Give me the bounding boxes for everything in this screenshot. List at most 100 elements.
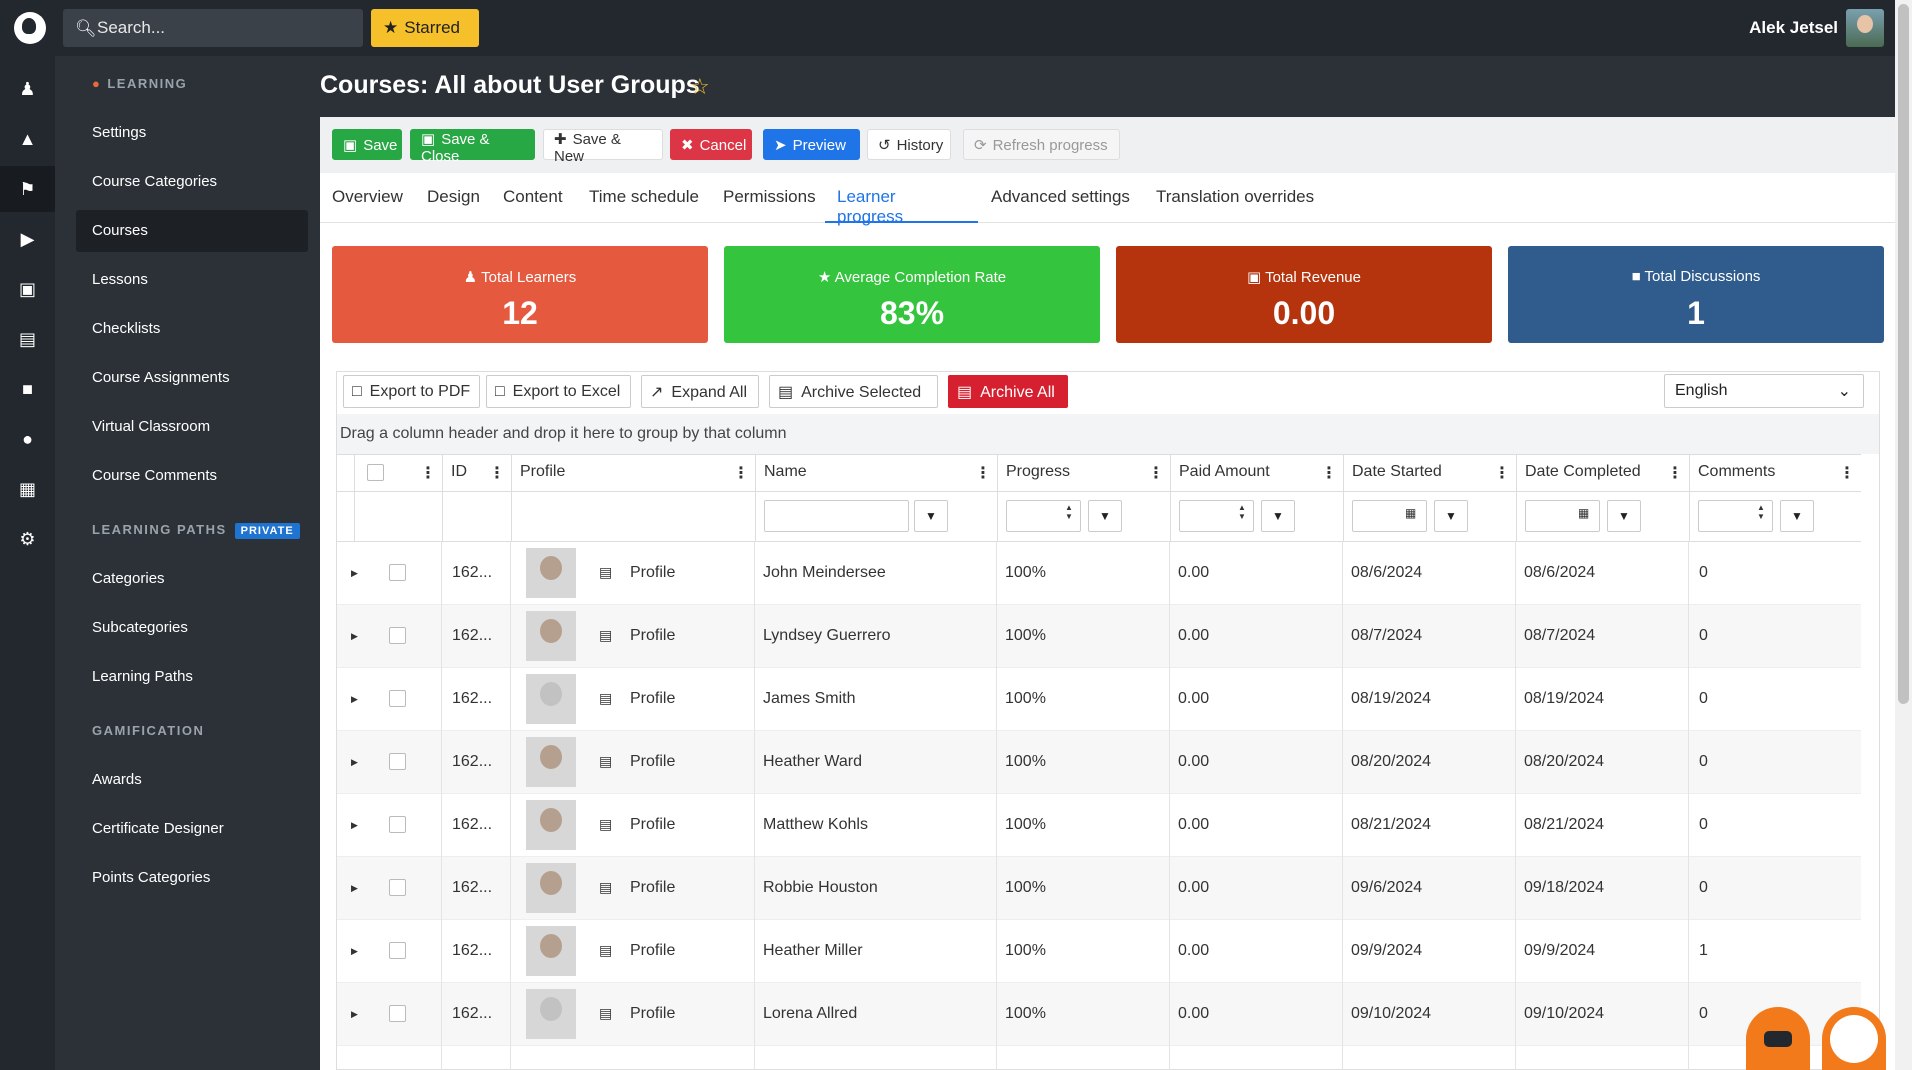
save-close-button[interactable]: ▣ Save & Close	[410, 129, 535, 165]
sidebar-item-categories[interactable]: Categories	[92, 570, 165, 587]
row-checkbox[interactable]	[389, 690, 406, 707]
megaphone-icon[interactable]: ▶	[20, 229, 35, 249]
table-row[interactable]: ▶ 162... ▤ Profile Matthew Kohls 100% 0.00 08/2…	[337, 794, 1861, 857]
column-header-id[interactable]: ID ⋮	[442, 454, 511, 492]
language-select[interactable]: English ⌄	[1664, 374, 1864, 408]
export-pdf-button[interactable]: □ Export to PDF	[343, 375, 480, 408]
select-all-checkbox[interactable]	[367, 464, 384, 481]
sidebar-item-courses[interactable]: Courses	[76, 210, 308, 252]
profile-link[interactable]: Profile	[630, 816, 676, 833]
row-checkbox[interactable]	[389, 942, 406, 959]
filter-icon[interactable]: ▼	[1780, 500, 1814, 532]
name-filter-input[interactable]	[764, 500, 909, 532]
filter-icon[interactable]: ▼	[1261, 500, 1295, 532]
cube-icon[interactable]: ▲	[18, 129, 37, 149]
row-checkbox[interactable]	[389, 627, 406, 644]
sidebar-item-learning-paths[interactable]: Learning Paths	[92, 668, 193, 685]
calendar-icon[interactable]: ▦	[1405, 506, 1417, 520]
table-row[interactable]: ▶ 162... ▤ Profile Lyndsey Guerrero 100% 0.00 0…	[337, 605, 1861, 668]
filter-icon[interactable]: ▼	[1088, 500, 1122, 532]
favorite-star-icon[interactable]: ☆	[690, 74, 710, 99]
kebab-icon[interactable]: ⋮	[1667, 465, 1683, 482]
profile-link[interactable]: Profile	[630, 564, 676, 581]
kebab-icon[interactable]: ⋮	[1148, 465, 1164, 482]
search-input[interactable]	[97, 9, 357, 47]
kebab-icon[interactable]: ⋮	[420, 465, 436, 482]
calendar-icon[interactable]: ▦	[18, 479, 36, 499]
table-row[interactable]: ▶ 162... ▤ Profile Robbie Houston 100% 0.00 09/…	[337, 857, 1861, 920]
refresh-progress-button[interactable]: ⟳ Refresh progress	[963, 129, 1120, 160]
spinner-icon[interactable]: ▲ ▼	[1065, 503, 1073, 521]
row-checkbox[interactable]	[389, 564, 406, 581]
sidebar-item-certificate-designer[interactable]: Certificate Designer	[92, 820, 224, 837]
palette-icon[interactable]: ●	[22, 429, 33, 449]
table-row[interactable]: ▶ 162... ▤ Profile James Smith 100% 0.00 08/19/…	[337, 668, 1861, 731]
filter-icon[interactable]: ▼	[1607, 500, 1641, 532]
preview-button[interactable]: ➤ Preview	[763, 129, 860, 160]
filter-icon[interactable]: ▼	[1434, 500, 1468, 532]
column-header-date-completed[interactable]: Date Completed ⋮	[1516, 454, 1689, 492]
history-button[interactable]: ↺ History	[867, 129, 951, 160]
comment-icon[interactable]: ■	[22, 379, 33, 399]
spinner-icon[interactable]: ▲ ▼	[1757, 503, 1765, 521]
profile-link[interactable]: Profile	[630, 627, 676, 644]
expand-row-caret-icon[interactable]: ▶	[351, 1009, 358, 1019]
graduation-cap-icon[interactable]: ⚑	[0, 166, 55, 212]
paid-filter-input[interactable]: ▲ ▼	[1179, 500, 1254, 532]
tab-learner-progress[interactable]: Learner progress	[825, 183, 978, 226]
kebab-icon[interactable]: ⋮	[489, 465, 505, 482]
progress-filter-input[interactable]: ▲ ▼	[1006, 500, 1081, 532]
expand-row-caret-icon[interactable]: ▶	[351, 946, 358, 956]
expand-row-caret-icon[interactable]: ▶	[351, 631, 358, 641]
sidebar-item-course-comments[interactable]: Course Comments	[92, 467, 218, 484]
chat-widget-button[interactable]	[1746, 1007, 1810, 1070]
calendar-icon[interactable]: ▦	[1578, 506, 1590, 520]
column-header-name[interactable]: Name ⋮	[755, 454, 997, 492]
sidebar-item-points-categories[interactable]: Points Categories	[92, 869, 211, 886]
users-icon[interactable]: ♟	[19, 79, 36, 99]
profile-link[interactable]: Profile	[630, 753, 676, 770]
sidebar-item-settings[interactable]: Settings	[92, 124, 147, 141]
column-header-progress[interactable]: Progress ⋮	[997, 454, 1170, 492]
archive-all-button[interactable]: ▤ Archive All	[948, 375, 1068, 408]
global-search[interactable]: 🔍︎	[63, 9, 363, 47]
save-button[interactable]: ▣ Save	[332, 129, 402, 160]
money-icon[interactable]: ▣	[18, 279, 36, 299]
tab-design[interactable]: Design	[427, 187, 480, 206]
column-header-date-started[interactable]: Date Started ⋮	[1343, 454, 1516, 492]
save-new-button[interactable]: ✚ Save & New	[543, 129, 663, 165]
spinner-icon[interactable]: ▲ ▼	[1238, 503, 1246, 521]
tab-permissions[interactable]: Permissions	[723, 187, 816, 206]
starred-button[interactable]: ★ Starred	[371, 9, 479, 47]
tab-overview[interactable]: Overview	[332, 187, 403, 206]
expand-row-caret-icon[interactable]: ▶	[351, 883, 358, 893]
table-row[interactable]: ▶ 162... ▤ Profile John Meindersee 100% 0.00 08…	[337, 542, 1861, 605]
row-checkbox[interactable]	[389, 816, 406, 833]
profile-link[interactable]: Profile	[630, 690, 676, 707]
sidebar-item-virtual-classroom[interactable]: Virtual Classroom	[92, 418, 211, 435]
kebab-icon[interactable]: ⋮	[1494, 465, 1510, 482]
kebab-icon[interactable]: ⋮	[733, 465, 749, 482]
app-logo[interactable]	[14, 12, 46, 44]
tab-advanced-settings[interactable]: Advanced settings	[991, 187, 1130, 206]
archive-selected-button[interactable]: ▤ Archive Selected	[769, 375, 938, 408]
comments-filter-input[interactable]: ▲ ▼	[1698, 500, 1773, 532]
row-checkbox[interactable]	[389, 753, 406, 770]
export-excel-button[interactable]: □ Export to Excel	[486, 375, 631, 408]
chart-icon[interactable]: ▤	[18, 329, 36, 349]
sidebar-item-course-assignments[interactable]: Course Assignments	[92, 369, 230, 386]
row-checkbox[interactable]	[389, 1005, 406, 1022]
date-completed-filter-input[interactable]: ▦	[1525, 500, 1600, 532]
sidebar-item-checklists[interactable]: Checklists	[92, 320, 161, 337]
gear-icon[interactable]: ⚙	[19, 529, 36, 549]
sidebar-item-course-categories[interactable]: Course Categories	[92, 173, 218, 190]
expand-row-caret-icon[interactable]: ▶	[351, 568, 358, 578]
column-header-comments[interactable]: Comments ⋮	[1689, 454, 1861, 492]
group-by-drop-zone[interactable]: Drag a column header and drop it here to…	[337, 414, 1879, 454]
row-checkbox[interactable]	[389, 879, 406, 896]
expand-row-caret-icon[interactable]: ▶	[351, 694, 358, 704]
expand-row-caret-icon[interactable]: ▶	[351, 757, 358, 767]
table-row[interactable]: ▶ 162... ▤ Profile Heather Miller 100% 0.00 09/…	[337, 920, 1861, 983]
kebab-icon[interactable]: ⋮	[1321, 465, 1337, 482]
tab-content[interactable]: Content	[503, 187, 563, 206]
